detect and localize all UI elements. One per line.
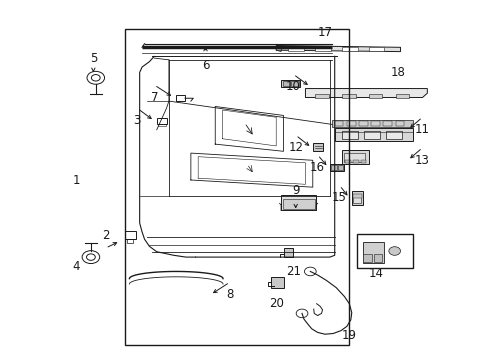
Bar xyxy=(341,150,368,164)
Bar xyxy=(363,131,379,139)
Bar xyxy=(271,277,283,288)
Circle shape xyxy=(388,247,400,255)
Text: 12: 12 xyxy=(287,141,303,154)
Bar xyxy=(356,234,412,268)
Bar xyxy=(281,80,299,87)
Bar xyxy=(362,242,384,263)
Bar xyxy=(312,143,323,151)
Text: 21: 21 xyxy=(285,265,300,278)
Text: 15: 15 xyxy=(331,192,346,204)
Bar xyxy=(283,248,293,257)
Bar xyxy=(281,195,316,211)
Polygon shape xyxy=(276,45,400,51)
Bar xyxy=(157,118,167,125)
Text: 10: 10 xyxy=(285,80,300,93)
Bar xyxy=(291,81,298,86)
Text: 17: 17 xyxy=(317,27,332,40)
Bar xyxy=(315,94,328,98)
Bar xyxy=(351,192,362,205)
Text: 1: 1 xyxy=(72,174,80,186)
Bar xyxy=(125,231,136,239)
Bar xyxy=(127,239,133,243)
Bar xyxy=(337,165,342,170)
Bar xyxy=(176,95,184,101)
Bar xyxy=(352,195,360,203)
Bar xyxy=(341,94,355,98)
Text: 6: 6 xyxy=(202,59,209,72)
Bar xyxy=(395,94,408,98)
Bar xyxy=(334,121,343,126)
Bar xyxy=(346,121,355,126)
Text: 9: 9 xyxy=(291,184,299,197)
Bar xyxy=(360,160,366,163)
Bar xyxy=(282,199,314,210)
Bar xyxy=(288,47,304,51)
Text: 18: 18 xyxy=(390,66,405,79)
Bar xyxy=(368,94,382,98)
Text: 14: 14 xyxy=(368,267,383,280)
Bar xyxy=(341,47,357,51)
Bar xyxy=(329,163,344,171)
Text: 8: 8 xyxy=(226,288,233,301)
Text: 3: 3 xyxy=(133,114,141,127)
Text: 16: 16 xyxy=(309,161,325,174)
Polygon shape xyxy=(334,128,412,140)
Bar xyxy=(352,194,361,198)
Bar xyxy=(341,131,357,139)
Bar xyxy=(395,121,404,126)
Bar xyxy=(358,121,367,126)
Bar xyxy=(385,131,401,139)
Text: 13: 13 xyxy=(414,154,429,167)
Text: 7: 7 xyxy=(150,91,158,104)
Bar xyxy=(368,47,384,51)
Text: 19: 19 xyxy=(341,329,356,342)
Polygon shape xyxy=(305,89,427,98)
Bar xyxy=(330,165,336,170)
Text: 5: 5 xyxy=(89,51,97,64)
Text: 2: 2 xyxy=(102,229,109,242)
Bar xyxy=(344,160,350,163)
Bar xyxy=(158,124,166,126)
Bar xyxy=(373,254,382,262)
Bar xyxy=(344,153,364,162)
Bar xyxy=(352,160,358,163)
Bar xyxy=(370,121,379,126)
Text: 20: 20 xyxy=(268,297,283,310)
Bar xyxy=(315,47,330,51)
Bar xyxy=(383,121,391,126)
Text: 11: 11 xyxy=(414,123,429,136)
Bar xyxy=(282,81,289,86)
Bar xyxy=(125,30,348,345)
Text: 4: 4 xyxy=(72,260,80,273)
Bar xyxy=(363,254,371,262)
Bar xyxy=(331,121,412,127)
